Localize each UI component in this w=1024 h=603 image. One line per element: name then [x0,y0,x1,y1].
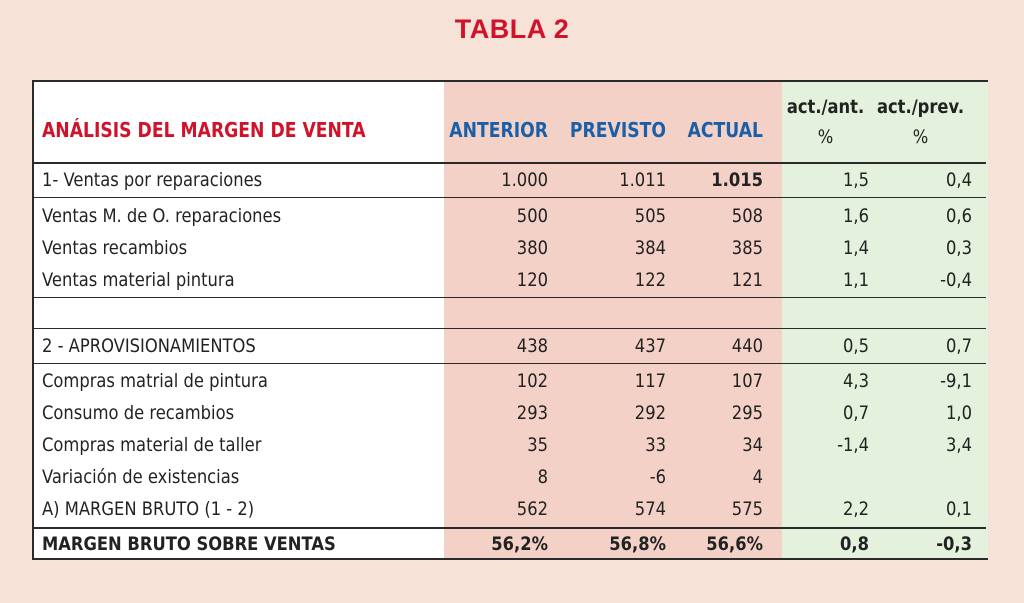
row-label: Ventas recambios [42,237,188,259]
row-label: 1- Ventas por reparaciones [42,169,263,191]
total-row: MARGEN BRUTO SOBRE VENTAS 56,2% 56,8% 56… [34,529,986,559]
cell-anterior: 8 [537,466,548,488]
table-row: Ventas M. de O. reparaciones 500 505 508… [34,200,986,232]
table-row: Compras material de taller 35 33 34 -1,4… [34,429,986,461]
row-label: Variación de existencias [42,466,240,488]
row-label: Consumo de recambios [42,402,235,424]
header-act-prev: act./prev. % [876,82,965,162]
divider [34,363,986,364]
cell-anterior: 1.000 [501,169,548,191]
cell-anterior: 500 [516,205,548,227]
table-row: 1- Ventas por reparaciones 1.000 1.011 1… [34,164,986,196]
cell-anterior: 102 [516,370,548,392]
percent-column-background [782,82,988,558]
row-label: Ventas M. de O. reparaciones [42,205,282,227]
row-label: Compras matrial de pintura [42,370,268,392]
cell-previsto: 117 [634,370,666,392]
cell-actual: 107 [731,370,763,392]
cell-anterior: 562 [516,498,548,520]
cell-previsto: 33 [645,434,666,456]
header-act-prev-label: act./prev. [876,96,965,118]
cell-previsto: 505 [634,205,666,227]
cell-anterior: 438 [516,335,548,357]
cell-previsto: 56,8% [609,533,666,555]
cell-act-ant [794,461,869,493]
cell-actual: 1.015 [711,169,763,191]
cell-act-ant: 2,2 [843,498,869,520]
row-label: 2 - APROVISIONAMIENTOS [42,335,256,357]
table-row: Ventas material pintura 120 122 121 1,1 … [34,264,986,296]
row-label: Ventas material pintura [42,269,235,291]
table-row: Variación de existencias 8 -6 4 [34,461,986,493]
table-header: ANÁLISIS DEL MARGEN DE VENTA ANTERIOR PR… [34,82,986,162]
cell-previsto: 122 [634,269,666,291]
cell-act-prev: 0,6 [946,205,972,227]
cell-anterior: 35 [527,434,548,456]
divider-header [34,162,986,164]
cell-previsto: 574 [634,498,666,520]
cell-act-ant: 1,5 [843,169,869,191]
cell-anterior: 56,2% [491,533,548,555]
table-row: A) MARGEN BRUTO (1 - 2) 562 574 575 2,2 … [34,493,986,525]
margin-table: ANÁLISIS DEL MARGEN DE VENTA ANTERIOR PR… [32,80,988,560]
divider [34,297,986,298]
cell-actual: 440 [731,335,763,357]
cell-anterior: 293 [516,402,548,424]
cell-anterior: 120 [516,269,548,291]
cell-act-prev: 0,1 [946,498,972,520]
cell-act-prev: -0,3 [936,533,972,555]
table-row: Consumo de recambios 293 292 295 0,7 1,0 [34,397,986,429]
cell-act-ant: 0,7 [843,402,869,424]
cell-act-prev: -9,1 [940,370,972,392]
cell-actual: 121 [731,269,763,291]
table-row: 2 - APROVISIONAMIENTOS 438 437 440 0,5 0… [34,330,986,362]
cell-act-ant: 1,6 [843,205,869,227]
cell-anterior: 380 [516,237,548,259]
header-actual: ACTUAL [687,118,763,142]
header-anterior: ANTERIOR [449,118,548,142]
divider-total [34,527,986,529]
cell-previsto: 384 [634,237,666,259]
cell-previsto: 437 [634,335,666,357]
row-label: A) MARGEN BRUTO (1 - 2) [42,498,255,520]
cell-act-prev: 0,7 [946,335,972,357]
cell-actual: 575 [731,498,763,520]
header-act-ant: act./ant. % [786,82,865,162]
header-label: ANÁLISIS DEL MARGEN DE VENTA [42,118,366,142]
cell-act-ant: 4,3 [843,370,869,392]
header-previsto: PREVISTO [569,118,666,142]
header-act-ant-unit: % [817,126,834,148]
row-label: MARGEN BRUTO SOBRE VENTAS [42,533,336,555]
table-row: Compras matrial de pintura 102 117 107 4… [34,365,986,397]
cell-act-ant: 0,8 [840,533,869,555]
cell-act-prev: 3,4 [946,434,972,456]
cell-act-ant: 1,4 [843,237,869,259]
table-title: TABLA 2 [454,14,570,44]
cell-actual: 4 [752,466,763,488]
cell-actual: 508 [731,205,763,227]
row-label: Compras material de taller [42,434,262,456]
cell-act-prev: 0,4 [946,169,972,191]
cell-act-ant: 0,5 [843,335,869,357]
cell-previsto: 292 [634,402,666,424]
header-act-prev-unit: % [912,126,929,148]
cell-actual: 34 [742,434,763,456]
values-column-background [444,82,782,558]
cell-actual: 295 [731,402,763,424]
header-act-ant-label: act./ant. [786,96,865,118]
cell-act-prev: -0,4 [940,269,972,291]
table-row: Ventas recambios 380 384 385 1,4 0,3 [34,232,986,264]
cell-previsto: 1.011 [619,169,666,191]
cell-previsto: -6 [649,466,666,488]
divider [34,328,986,329]
cell-act-ant: 1,1 [843,269,869,291]
cell-actual: 385 [731,237,763,259]
cell-act-ant: -1,4 [837,434,869,456]
cell-act-prev [883,461,972,493]
cell-act-prev: 1,0 [946,402,972,424]
cell-act-prev: 0,3 [946,237,972,259]
cell-actual: 56,6% [706,533,763,555]
divider [34,197,986,198]
